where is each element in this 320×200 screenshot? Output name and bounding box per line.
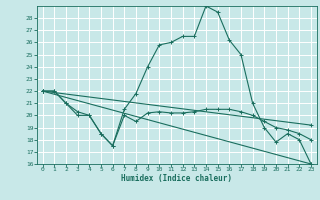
X-axis label: Humidex (Indice chaleur): Humidex (Indice chaleur) <box>121 174 232 183</box>
